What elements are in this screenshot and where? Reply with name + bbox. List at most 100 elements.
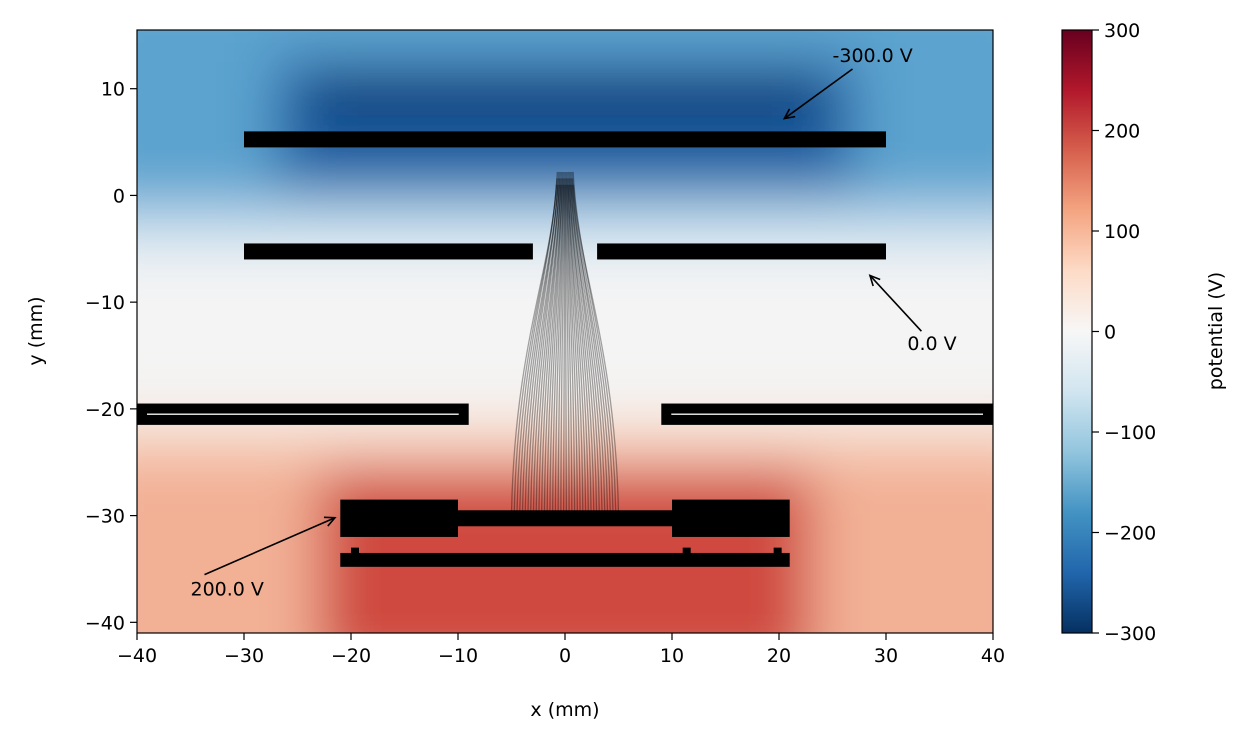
- electrode-lower-right: [661, 403, 993, 425]
- annotation-arrowhead: [782, 108, 796, 120]
- electrode-bottom-post: [773, 547, 782, 554]
- colorbar-tick-label: 200: [1104, 121, 1140, 143]
- colorbar-tick-label: 300: [1104, 20, 1140, 42]
- trajectory-line: [568, 178, 589, 516]
- trajectory-line: [572, 184, 620, 516]
- colorbar: −300 −200 −100 0 100 200 300 potential (V): [1061, 20, 1227, 645]
- electrode-bottom-post: [351, 547, 359, 554]
- annotation-arrowhead: [323, 516, 337, 527]
- electrode-bottom-bridge: [458, 510, 672, 527]
- annotation-arrow: [869, 274, 922, 332]
- trajectory-line: [572, 178, 614, 516]
- trajectory-line: [567, 171, 584, 516]
- trajectory-line: [530, 178, 561, 516]
- colorbar-tick-label: −300: [1104, 623, 1156, 645]
- trajectory-line: [532, 171, 561, 516]
- trajectory-line: [546, 178, 563, 516]
- trajectory-line: [567, 184, 587, 516]
- x-tick-label: 30: [874, 645, 898, 667]
- x-tick-label: −40: [117, 645, 157, 667]
- trajectory-line: [521, 178, 559, 516]
- annotation-arrow: [204, 517, 336, 576]
- colorbar-tick-label: 100: [1104, 221, 1140, 243]
- ion-trajectories: [510, 171, 620, 516]
- colorbar-ticks: −300 −200 −100 0 100 200 300: [1092, 20, 1156, 645]
- annotation-label: 0.0 V: [907, 333, 956, 355]
- trajectory-line: [566, 178, 581, 516]
- electrode-bottom-right-block: [672, 499, 790, 537]
- y-axis: −40 −30 −20 −10 0 10: [85, 79, 137, 634]
- trajectory-line: [541, 171, 562, 516]
- trajectory-line: [569, 178, 598, 516]
- electrode-bottom-left-block: [340, 499, 458, 537]
- plot-area: [136, 29, 994, 634]
- colorbar-tick-label: −200: [1104, 523, 1156, 545]
- trajectory-line: [569, 171, 600, 516]
- annotations: -300.0 V 0.0 V 200.0 V: [191, 45, 957, 601]
- field-blur: [137, 30, 993, 633]
- trajectory-line: [560, 184, 565, 516]
- colorbar-gradient: [1061, 29, 1093, 634]
- trajectory-line: [557, 171, 565, 516]
- y-tick-label: −20: [85, 399, 125, 421]
- electrode-top-plate: [244, 131, 886, 148]
- trajectory-line: [527, 184, 560, 516]
- y-tick-label: −30: [85, 506, 125, 528]
- trajectory-line: [565, 171, 576, 516]
- y-tick-label: 10: [101, 79, 125, 101]
- electrodes: [137, 131, 993, 567]
- y-tick-label: −40: [85, 612, 125, 634]
- trajectory-line: [519, 184, 559, 516]
- trajectory-line: [571, 184, 611, 516]
- annotation-arrowhead: [868, 274, 881, 287]
- annotation-label: -300.0 V: [833, 45, 913, 67]
- electrode-bottom-post: [682, 547, 691, 554]
- potential-field: [137, 30, 993, 633]
- x-tick-label: −30: [224, 645, 264, 667]
- x-tick-label: −10: [438, 645, 478, 667]
- x-tick-label: −20: [331, 645, 371, 667]
- trajectory-line: [516, 171, 558, 516]
- x-tick-label: 40: [981, 645, 1005, 667]
- x-axis: −40 −30 −20 −10 0 10 20 30 40: [117, 633, 1005, 667]
- trajectory-line: [524, 171, 560, 516]
- electrode-middle-right: [597, 243, 886, 260]
- annotation-label: 200.0 V: [191, 579, 264, 601]
- colorbar-tick-label: 0: [1104, 322, 1116, 344]
- trajectory-line: [568, 171, 592, 516]
- electrode-middle-left: [244, 243, 533, 260]
- colorbar-label: potential (V): [1205, 272, 1227, 390]
- x-tick-label: 10: [660, 645, 684, 667]
- x-tick-label: 0: [559, 645, 571, 667]
- trajectory-line: [535, 184, 562, 516]
- trajectory-line: [566, 184, 578, 516]
- x-axis-label: x (mm): [530, 699, 599, 721]
- trajectory-line: [568, 184, 595, 516]
- trajectory-line: [554, 178, 565, 516]
- trajectory-line: [549, 171, 564, 516]
- electrode-lower-left: [137, 403, 469, 425]
- y-tick-label: 0: [113, 185, 125, 207]
- trajectory-line: [513, 178, 558, 516]
- trajectory-line: [571, 171, 609, 516]
- trajectory-line: [552, 184, 564, 516]
- trajectory-line: [510, 184, 558, 516]
- trajectory-line: [570, 178, 606, 516]
- electrode-bottom-base: [340, 552, 790, 567]
- x-tick-label: 20: [767, 645, 791, 667]
- trajectory-line: [562, 178, 566, 516]
- colorbar-tick-label: −100: [1104, 422, 1156, 444]
- trajectory-line: [564, 171, 568, 516]
- field-region-negative-peak: [308, 78, 822, 121]
- trajectory-line: [570, 184, 603, 516]
- trajectory-line: [572, 171, 617, 516]
- y-axis-label: y (mm): [25, 296, 47, 365]
- trajectory-line: [538, 178, 562, 516]
- y-tick-label: −10: [85, 292, 125, 314]
- field-region-slight-negative: [137, 206, 993, 249]
- trajectory-line: [565, 178, 573, 516]
- trajectory-line: [543, 184, 563, 516]
- trajectory-line: [565, 184, 570, 516]
- annotation-arrow: [783, 68, 853, 120]
